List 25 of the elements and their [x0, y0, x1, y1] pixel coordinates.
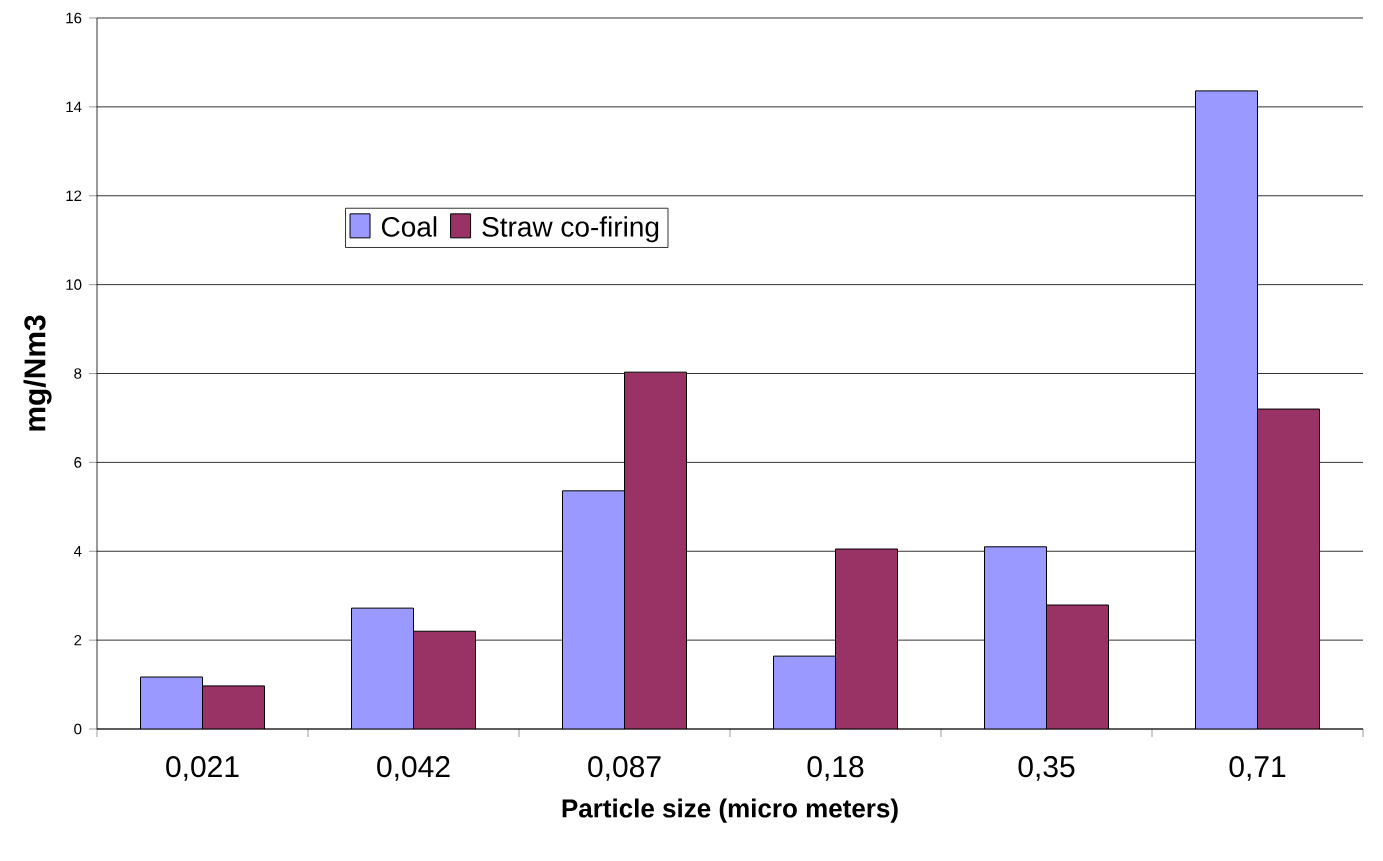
bar	[624, 371, 687, 729]
y-tick-label: 8	[74, 368, 82, 379]
x-tick-label: 0,042	[377, 756, 450, 781]
y-axis-title: mg/Nm3	[23, 315, 52, 431]
y-tick-label: 16	[66, 12, 82, 24]
bar	[1046, 604, 1109, 729]
y-tick-label: 10	[66, 279, 82, 290]
y-tick-label: 2	[74, 634, 82, 646]
bar	[1257, 408, 1320, 729]
legend-label: Straw co-firing	[482, 216, 659, 243]
x-tick-label: 0,021	[166, 756, 239, 781]
y-tick-label: 14	[66, 101, 82, 113]
x-tick-label: 0,35	[1018, 756, 1075, 781]
bar	[835, 548, 898, 729]
bar	[202, 685, 265, 729]
x-tick-label: 0,087	[588, 756, 661, 781]
x-tick-label: 0,71	[1229, 756, 1286, 781]
x-axis-title: Particle size (micro meters)	[562, 798, 898, 823]
y-tick-label: 4	[73, 546, 82, 557]
legend-label: Coal	[381, 216, 437, 237]
y-tick-label: 12	[66, 190, 82, 201]
y-tick-label: 0	[74, 723, 82, 735]
y-tick-label: 6	[74, 457, 82, 468]
x-tick-label: 0,18	[807, 756, 864, 781]
bar	[413, 630, 476, 729]
